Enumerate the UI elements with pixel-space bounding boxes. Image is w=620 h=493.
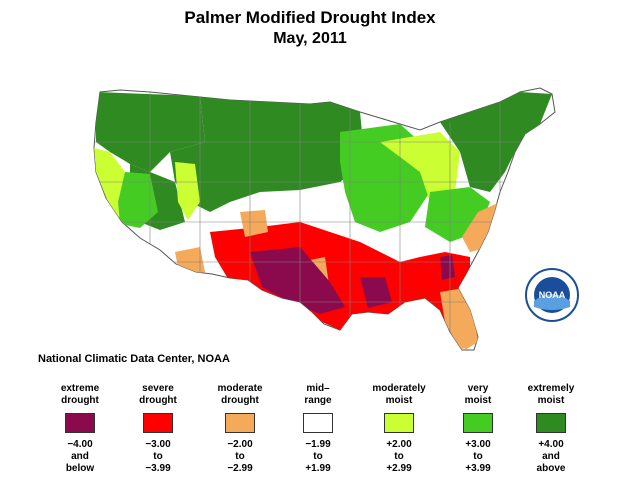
legend-label: extreme <box>60 383 100 394</box>
legend-label: moderately <box>372 383 426 394</box>
legend-range: to <box>313 451 323 462</box>
legend-label: moderate <box>217 383 263 394</box>
legend-range: to <box>153 451 163 462</box>
legend-swatch <box>225 413 255 433</box>
noaa-logo: NOAA <box>525 268 579 322</box>
legend-range: −4.00 <box>67 439 93 450</box>
legend-range: −1.99 <box>305 439 331 450</box>
region-rockies <box>175 162 200 220</box>
legend-item-mid-range: mid– range −1.99 to +1.99 <box>278 383 358 475</box>
legend-range: −3.00 <box>145 439 171 450</box>
legend-item-extreme-drought: extreme drought −4.00 and below <box>40 383 120 475</box>
legend-item-moderately-moist: moderately moist +2.00 to +2.99 <box>359 383 439 475</box>
legend-item-very-moist: very moist +3.00 to +3.99 <box>438 383 518 475</box>
legend-range: +3.99 <box>465 463 491 474</box>
region-louisiana-extreme <box>360 277 392 308</box>
map-title: Palmer Modified Drought Index <box>184 8 436 27</box>
legend-range: +4.00 <box>538 439 564 450</box>
legend-range: to <box>235 451 245 462</box>
legend-label: extremely <box>527 383 575 394</box>
noaa-logo-text: NOAA <box>539 290 566 300</box>
legend-swatch <box>303 413 333 433</box>
legend-range: +3.00 <box>465 439 491 450</box>
legend-range: −2.99 <box>227 463 253 474</box>
data-source: National Climatic Data Center, NOAA <box>38 353 230 365</box>
legend-label: moist <box>385 395 413 406</box>
region-nevada <box>118 172 158 228</box>
legend-label: moist <box>464 395 492 406</box>
legend-swatch <box>65 413 95 433</box>
legend-range: −3.99 <box>145 463 171 474</box>
legend-label: drought <box>221 395 259 406</box>
legend-swatch <box>384 413 414 433</box>
legend-label: very <box>467 383 489 394</box>
us-drought-map <box>93 87 556 351</box>
legend-swatch <box>536 413 566 433</box>
legend-label: severe <box>142 383 174 394</box>
region-northern-plains <box>170 96 365 212</box>
legend-range: to <box>394 451 404 462</box>
legend-label: drought <box>139 395 177 406</box>
legend-label: range <box>304 395 332 406</box>
legend-item-severe-drought: severe drought −3.00 to −3.99 <box>118 383 198 475</box>
region-pacific-northwest <box>96 92 205 172</box>
legend-swatch <box>143 413 173 433</box>
legend-range: above <box>536 463 566 474</box>
legend-item-moderate-drought: moderate drought −2.00 to −2.99 <box>200 383 280 475</box>
legend-item-extremely-moist: extremely moist +4.00 and above <box>511 383 591 475</box>
legend-range: +2.99 <box>386 463 412 474</box>
legend-label: moist <box>537 395 565 406</box>
legend-label: drought <box>61 395 99 406</box>
legend-range: +2.00 <box>386 439 412 450</box>
region-colorado-moderate <box>240 210 268 237</box>
legend-range: and <box>542 451 560 462</box>
division-boundaries <box>94 92 555 342</box>
legend-range: −2.00 <box>227 439 253 450</box>
legend-swatch <box>463 413 493 433</box>
region-west-coast <box>94 148 125 227</box>
legend-range: below <box>65 463 95 474</box>
region-georgia-extreme <box>440 255 455 280</box>
legend-range: +1.99 <box>305 463 331 474</box>
region-west-texas-extreme <box>250 247 345 314</box>
legend-range: and <box>71 451 89 462</box>
legend-range: to <box>473 451 483 462</box>
map-legend: extreme drought −4.00 and below severe droug… <box>0 383 620 493</box>
map-subtitle: May, 2011 <box>273 30 347 47</box>
legend-label: mid– <box>306 383 330 394</box>
